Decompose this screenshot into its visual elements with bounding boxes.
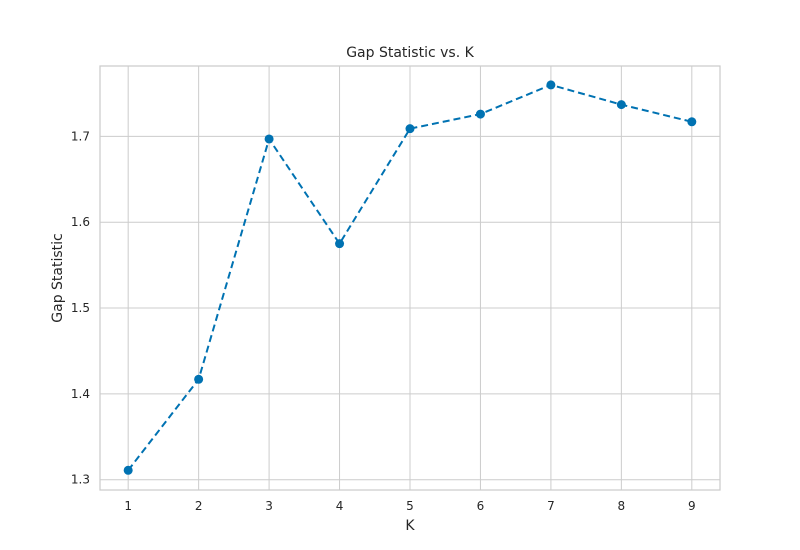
series-layer (123, 80, 697, 475)
data-point (335, 239, 345, 249)
data-point (264, 134, 274, 144)
plot-frame (99, 65, 721, 491)
x-tick-label: 1 (124, 499, 132, 513)
y-tick-label: 1.4 (71, 387, 90, 401)
grid-layer (100, 66, 720, 490)
y-axis-title: Gap Statistic (50, 233, 66, 322)
x-tick-label: 3 (265, 499, 273, 513)
series-line (127, 83, 693, 471)
data-point (194, 374, 204, 384)
chart-title: Gap Statistic vs. K (346, 45, 474, 61)
x-tick-label: 2 (195, 499, 203, 513)
y-tick-label: 1.7 (71, 129, 90, 143)
x-tick-label: 5 (406, 499, 414, 513)
data-point (687, 117, 697, 127)
data-point (405, 124, 415, 134)
x-tick-label: 6 (477, 499, 485, 513)
ticks-layer: 1 2 3 4 5 6 7 8 9 1.3 1.4 1.5 1.6 1.7 (71, 129, 696, 513)
x-tick-label: 8 (618, 499, 626, 513)
x-tick-label: 9 (688, 499, 696, 513)
data-point (616, 100, 626, 110)
y-tick-label: 1.5 (71, 301, 90, 315)
x-axis-title: K (405, 518, 415, 534)
y-tick-label: 1.3 (71, 473, 90, 487)
x-tick-label: 7 (547, 499, 555, 513)
y-tick-label: 1.6 (71, 215, 90, 229)
x-tick-label: 4 (336, 499, 344, 513)
data-point (546, 80, 556, 90)
data-point (123, 465, 133, 475)
data-point (475, 109, 485, 119)
